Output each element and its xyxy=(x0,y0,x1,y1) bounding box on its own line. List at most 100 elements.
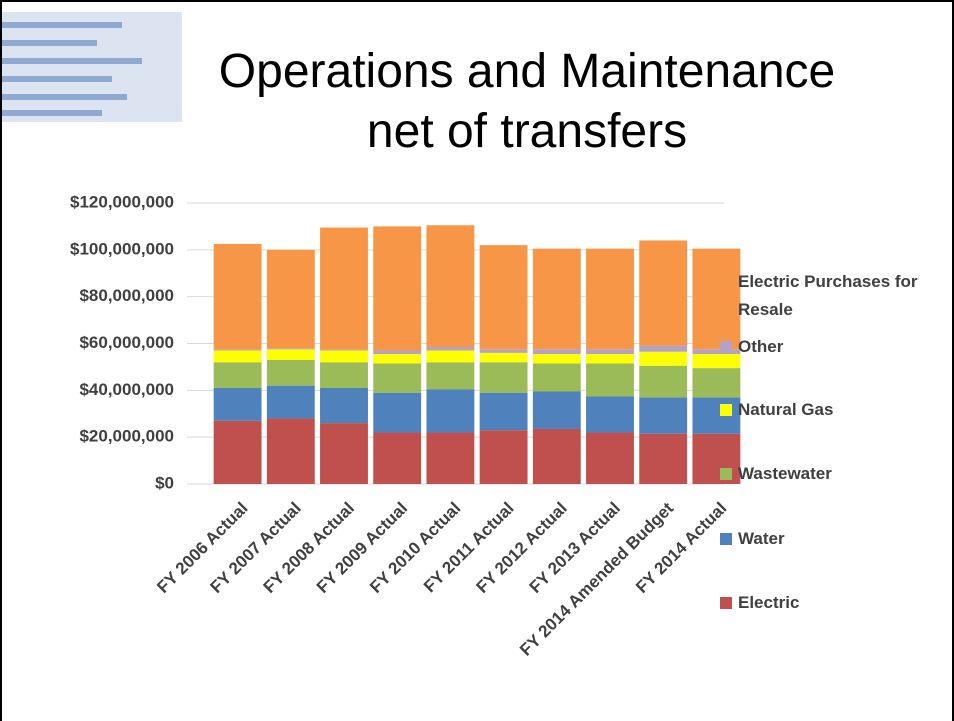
x-tick-label: FY 2013 Actual xyxy=(526,499,624,597)
pattern xyxy=(2,40,97,46)
bar-segment xyxy=(213,243,262,350)
bar-segment xyxy=(479,352,528,363)
y-tick-label: $100,000,000 xyxy=(70,239,174,258)
bar-segment xyxy=(426,347,475,351)
bar-segment xyxy=(639,433,688,484)
bar-segment xyxy=(586,432,634,484)
pattern xyxy=(2,110,102,116)
legend-item: Natural Gas xyxy=(720,396,945,424)
bar-segment xyxy=(639,345,688,352)
bar-segment xyxy=(532,391,581,429)
y-tick-label: $40,000,000 xyxy=(79,380,174,399)
bar-segment xyxy=(532,349,581,355)
legend-swatch xyxy=(720,341,732,353)
pattern xyxy=(2,58,142,64)
legend-item: Electric Purchases for Resale xyxy=(720,268,945,324)
legend-swatch xyxy=(720,404,732,416)
legend-swatch xyxy=(720,597,732,609)
legend-label: Water xyxy=(738,529,785,548)
pattern xyxy=(2,76,112,82)
bar-segment xyxy=(426,362,475,390)
bar-segment xyxy=(586,248,634,350)
bar-segment xyxy=(320,387,368,424)
legend-swatch xyxy=(720,468,732,480)
bar-segment xyxy=(373,432,422,484)
x-tick-label: FY 2006 Actual xyxy=(153,499,251,597)
y-tick-label: $60,000,000 xyxy=(79,333,174,352)
bar-segment xyxy=(639,365,688,398)
bar-segment xyxy=(586,349,634,355)
legend-label: Wastewater xyxy=(738,464,832,483)
bar-segment xyxy=(692,433,741,484)
x-tick-label: FY 2011 Actual xyxy=(420,499,518,597)
legend-item: Other xyxy=(720,333,945,361)
bar-segment xyxy=(426,389,475,433)
bar-segment xyxy=(320,362,368,388)
x-tick-label: FY 2009 Actual xyxy=(313,499,411,597)
bar-segment xyxy=(479,362,528,393)
bar-segment xyxy=(692,397,741,434)
bar-segment xyxy=(373,350,422,355)
bar-segment xyxy=(213,362,262,388)
legend-label: Electric Purchases for Resale xyxy=(738,272,918,319)
y-tick-label: $0 xyxy=(155,473,174,492)
bar-segment xyxy=(320,349,368,351)
bar-segment xyxy=(320,350,368,363)
bar-segment xyxy=(479,430,528,484)
bar-segment xyxy=(426,350,475,363)
bar-segment xyxy=(320,227,368,350)
bar-segment xyxy=(532,363,581,392)
legend-label: Natural Gas xyxy=(738,400,834,419)
legend-item: Electric xyxy=(720,589,945,617)
bar-segment xyxy=(373,226,422,351)
y-tick-label: $80,000,000 xyxy=(79,286,174,305)
bar-segment xyxy=(532,248,581,350)
x-tick-label: FY 2008 Actual xyxy=(260,499,358,597)
bar-segment xyxy=(213,387,262,421)
legend-item: Wastewater xyxy=(720,460,945,488)
x-tick-label: FY 2012 Actual xyxy=(473,499,571,597)
bar-segment xyxy=(266,418,315,484)
legend-item: Water xyxy=(720,525,945,553)
bar-segment xyxy=(586,363,634,397)
decoration xyxy=(2,12,182,122)
bar-segment xyxy=(373,363,422,393)
bar-segment xyxy=(373,392,422,433)
bar-segment xyxy=(639,240,688,346)
bar-segment xyxy=(479,392,528,431)
bar-segment xyxy=(692,354,741,369)
legend-swatch xyxy=(720,276,732,288)
x-tick-label: FY 2014 Actual xyxy=(632,499,730,597)
chart-title: Operations and Maintenance net of transf… xyxy=(218,45,836,158)
bar-segment xyxy=(586,396,634,433)
bar-segment xyxy=(266,348,315,350)
bar-segment xyxy=(426,432,475,484)
bar-segment xyxy=(692,368,741,398)
bar-segment xyxy=(213,350,262,363)
pattern xyxy=(2,22,122,28)
legend-swatch xyxy=(720,533,732,545)
bar-segment xyxy=(426,225,475,348)
bar-segment xyxy=(639,397,688,434)
pattern xyxy=(2,94,127,100)
bar-segment xyxy=(266,249,315,349)
bar-segment xyxy=(692,248,741,350)
bar-segment xyxy=(266,385,315,419)
legend-label: Other xyxy=(738,337,784,356)
bar-segment xyxy=(266,359,315,386)
y-tick-label: $20,000,000 xyxy=(79,427,174,446)
bar-segment xyxy=(213,420,262,484)
bar-segment xyxy=(479,349,528,353)
x-tick-label: FY 2010 Actual xyxy=(366,499,464,597)
bar-segment xyxy=(479,245,528,350)
x-tick-label: FY 2007 Actual xyxy=(207,499,305,597)
bar-segment xyxy=(532,428,581,484)
bar-segment xyxy=(639,351,688,366)
pattern xyxy=(2,12,182,122)
bar-segment xyxy=(266,349,315,360)
bar-segment xyxy=(692,349,741,355)
bar-segment xyxy=(320,423,368,484)
y-tick-label: $120,000,000 xyxy=(70,192,174,211)
